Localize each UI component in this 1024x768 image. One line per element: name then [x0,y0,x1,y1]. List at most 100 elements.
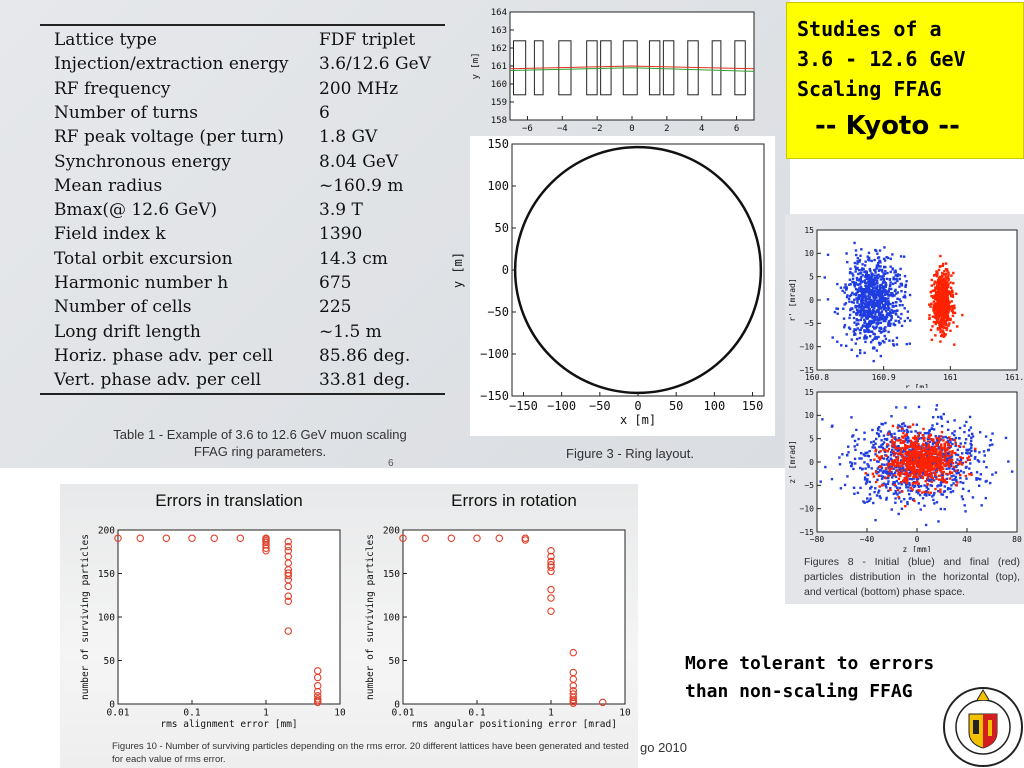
y-tick-label: 0 [809,296,814,305]
x-tick-label: 4 [699,124,704,134]
particle-point [949,490,952,494]
particle-point [870,285,874,288]
particle-point [946,301,949,304]
particle-point [877,302,880,305]
particle-point [885,496,888,500]
particle-point [874,286,877,289]
particle-point [901,455,904,458]
table-cell-value: 225 [319,297,352,318]
particle-point [891,294,894,298]
particle-point [941,271,944,275]
particle-point [871,428,874,432]
particle-point [878,304,882,307]
y-tick-label: 100 [98,612,115,623]
particle-point [938,438,941,441]
particle-point [946,304,950,308]
particle-point [942,330,945,333]
particle-point [873,258,876,262]
table-cell-label: Total orbit excursion [54,248,233,269]
particle-point [944,316,947,320]
particle-point [863,264,867,267]
y-tick-label: 150 [383,569,400,580]
particle-point [896,426,900,429]
particle-point [946,280,949,283]
particle-point [898,439,901,442]
particle-point [881,339,885,343]
table-caption-line2: FFAG ring parameters. [193,444,327,459]
particle-point [935,312,938,315]
particle-point [939,320,943,324]
particle-point [863,330,866,334]
particle-point [886,271,889,275]
particle-point [916,462,920,466]
particle-point [847,451,850,454]
particle-point [861,290,865,294]
particle-point [873,274,876,277]
particle-point [951,293,955,297]
particle-point [953,469,956,472]
particle-point [893,432,896,435]
particle-point [858,351,862,355]
particle-point [876,319,879,322]
particle-point [948,446,951,450]
particle-point [872,304,875,307]
particle-point [951,295,955,298]
title-line2: 3.6 - 12.6 GeV [797,47,966,71]
particle-point [940,314,943,317]
particle-point [915,480,918,484]
particle-point [937,314,941,318]
particle-point [925,453,928,456]
particle-point [921,497,925,500]
particle-point [942,332,946,335]
particle-point [906,425,910,429]
particle-point [939,444,943,447]
particle-point [864,294,867,297]
particle-point [874,301,877,305]
particle-point [982,460,986,463]
particle-point [876,285,879,288]
particle-point [874,310,877,313]
particle-point [843,291,846,294]
particle-point [889,322,892,326]
particle-point [845,333,848,336]
particle-point [942,300,946,303]
particle-point [941,309,944,313]
data-point [284,592,293,601]
particle-point [951,490,955,493]
particle-point [878,445,881,449]
particle-point [947,277,950,281]
particle-point [954,461,958,464]
particle-point [896,449,899,452]
particle-point [876,478,879,482]
x-tick-label: 80 [1012,535,1022,544]
particle-point [875,293,878,297]
particle-point [959,455,962,459]
data-point [114,534,122,543]
magnet-box [662,40,675,96]
x-tick-label: −2 [592,124,603,134]
particle-point [886,304,890,308]
particle-point [946,458,949,461]
particle-point [871,310,875,314]
particle-point [877,291,881,294]
particle-point [944,313,948,316]
particle-point [908,450,912,453]
particle-point [929,328,933,332]
particle-point [856,260,859,263]
particle-point [933,441,937,445]
particle-point [944,304,947,308]
table-cell-label: Synchronous energy [54,151,231,172]
y-tick-label: 15 [804,388,814,397]
particle-point [954,442,957,446]
particle-point [872,302,876,306]
particle-point [890,467,894,470]
particle-point [906,475,909,479]
particle-point [943,463,946,466]
particle-point [940,324,943,328]
particle-point [877,434,881,438]
particle-point [899,471,903,475]
particle-point [927,452,931,455]
particle-point [931,476,935,480]
